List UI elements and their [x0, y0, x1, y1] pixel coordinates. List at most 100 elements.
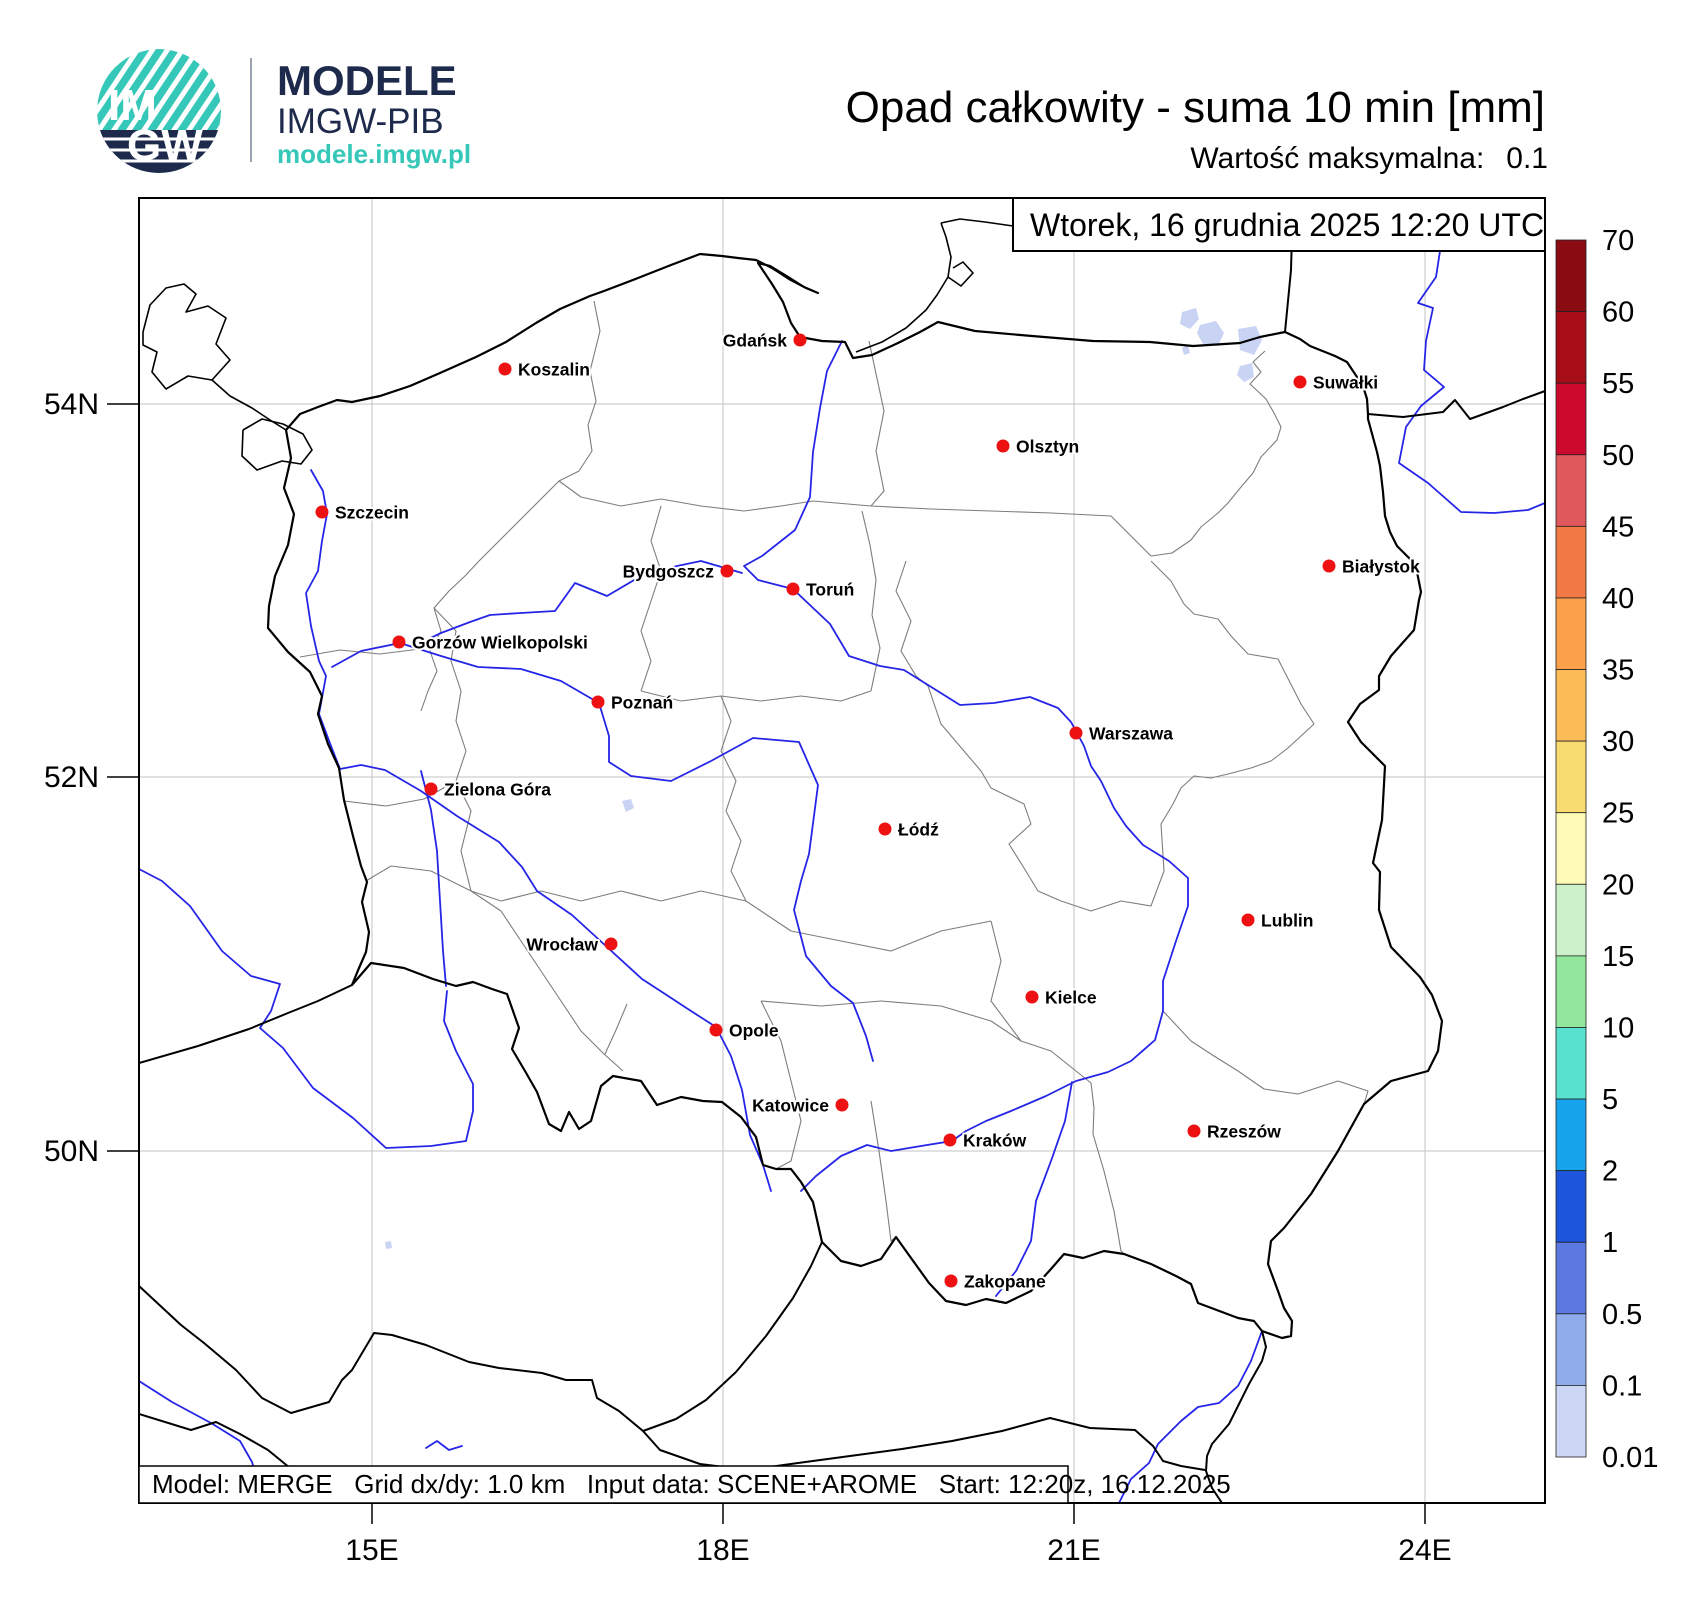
city-dot-icon — [424, 782, 438, 796]
axes: 54N 52N 50N 15E 18E 21E 24E — [44, 388, 1452, 1567]
precip-patch — [622, 799, 634, 812]
river — [995, 1081, 1073, 1297]
colorbar-label: 40 — [1602, 583, 1634, 615]
colorbar-label: 35 — [1602, 655, 1634, 687]
voivodeship-border — [1150, 350, 1282, 557]
city-marker: Zielona Góra — [424, 778, 553, 802]
city-dot-icon — [878, 822, 892, 836]
page-title: Opad całkowity - suma 10 min [mm] — [846, 83, 1545, 132]
colorbar-segment — [1555, 454, 1587, 527]
logo-stripe — [97, 49, 147, 173]
city-marker: Wrocław — [524, 933, 618, 957]
city-marker: Gorzów Wielkopolski — [392, 631, 590, 655]
city-label: Kraków — [963, 1131, 1027, 1151]
max-value-number: 0.1 — [1506, 142, 1548, 175]
x-axis-label: 21E — [1047, 1534, 1100, 1567]
city-label: Koszalin — [518, 360, 590, 380]
colorbar-segment — [1555, 1098, 1587, 1172]
voivodeship-border — [743, 500, 814, 512]
country-border — [139, 1285, 644, 1432]
colorbar-label: 1 — [1602, 1227, 1618, 1259]
colorbar-label: 45 — [1602, 511, 1634, 543]
colorbar-label: 50 — [1602, 440, 1634, 472]
colorbar-segment — [1555, 311, 1587, 384]
city-dot-icon — [709, 1023, 723, 1037]
x-axis-label: 24E — [1398, 1534, 1451, 1567]
colorbar-segment — [1555, 669, 1587, 742]
logo-gw-text: GW — [127, 121, 203, 170]
city-dot-icon — [1187, 1124, 1201, 1138]
precip-patch — [385, 1241, 392, 1249]
city-label: Gdańsk — [723, 331, 787, 351]
colorbar-label: 0.01 — [1602, 1442, 1658, 1474]
max-value-line: Wartość maksymalna: 0.1 — [1190, 142, 1548, 175]
river — [419, 560, 743, 644]
city-label: Wrocław — [526, 935, 598, 955]
coastline — [940, 218, 1014, 227]
voivodeship-border — [558, 480, 745, 512]
logo-brand-text: MODELE — [277, 57, 457, 104]
colorbar-label: 25 — [1602, 798, 1634, 830]
voivodeship-border — [433, 607, 472, 892]
voivodeship-border — [640, 505, 662, 692]
voivodeship-border — [343, 780, 457, 807]
city-label: Zakopane — [964, 1272, 1046, 1292]
city-label: Szczecin — [335, 503, 409, 523]
city-label: Lublin — [1261, 911, 1313, 931]
colorbar-segment — [1555, 1313, 1587, 1386]
coastline — [855, 222, 952, 353]
city-dot-icon — [996, 439, 1010, 453]
city-marker: Kielce — [1025, 986, 1099, 1010]
city-dot-icon — [1025, 990, 1039, 1004]
city-marker: Rzeszów — [1187, 1120, 1283, 1144]
y-axis-label: 54N — [44, 388, 99, 421]
coastline — [947, 261, 974, 287]
poland-border — [266, 252, 1444, 1340]
city-dot-icon — [944, 1274, 958, 1288]
colorbar-label: 10 — [1602, 1012, 1634, 1044]
city-marker: Katowice — [750, 1094, 849, 1118]
colorbar-label: 70 — [1602, 225, 1634, 257]
y-axis-label: 50N — [44, 1135, 99, 1168]
precip-patch — [1237, 363, 1254, 382]
datetime-box: Wtorek, 16 grudnia 2025 12:20 UTC — [1012, 197, 1546, 252]
colorbar-label: 15 — [1602, 941, 1634, 973]
colorbar-segment — [1555, 1170, 1587, 1243]
voivodeship-border — [640, 690, 872, 702]
city-label: Olsztyn — [1016, 437, 1079, 457]
colorbar-segment — [1555, 1241, 1587, 1315]
river — [1118, 1330, 1263, 1503]
voivodeship-border — [470, 890, 624, 1072]
colorbar-segment — [1555, 740, 1587, 814]
city-marker: Poznań — [591, 691, 675, 715]
map-frame — [138, 197, 1546, 1504]
city-marker: Zakopane — [944, 1270, 1048, 1294]
river — [425, 1440, 463, 1451]
imgw-logo: IM GW MODELE IMGW-PIB modele.imgw.pl — [97, 49, 471, 173]
city-label: Suwałki — [1313, 373, 1378, 393]
x-axis-label: 18E — [696, 1534, 749, 1567]
model-info-frame — [138, 1465, 1069, 1504]
country-border — [1367, 390, 1545, 420]
logo-url-text: modele.imgw.pl — [277, 139, 471, 169]
precip-patch — [1180, 308, 1199, 329]
colorbar-segment — [1555, 239, 1587, 312]
city-label: Katowice — [752, 1096, 829, 1116]
river — [331, 642, 874, 1062]
voivodeship-border — [870, 1100, 897, 1242]
voivodeship-border — [861, 510, 881, 692]
city-marker: Białystok — [1322, 555, 1422, 579]
city-marker: Olsztyn — [996, 435, 1081, 459]
colorbar-segment — [1555, 382, 1587, 456]
colorbar-label: 0.1 — [1602, 1370, 1642, 1402]
river — [139, 868, 474, 1149]
river — [743, 340, 1189, 1192]
map-content: Koszalin Gdańsk Suwałki Olsztyn Szczecin Biał… — [139, 198, 1545, 1503]
city-dot-icon — [392, 635, 406, 649]
voivodeship-border — [812, 500, 1152, 557]
city-label: Białystok — [1342, 557, 1420, 577]
colorbar-segment — [1555, 955, 1587, 1028]
datetime-box-frame — [1012, 197, 1546, 252]
coastline — [142, 283, 231, 390]
